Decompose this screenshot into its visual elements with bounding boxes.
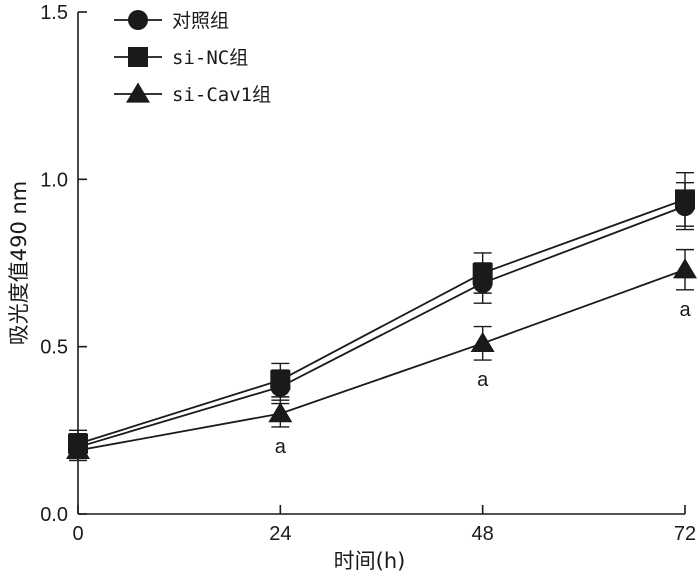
x-tick-label: 0	[72, 523, 83, 545]
x-axis: 0 24 48 72	[72, 505, 696, 545]
legend: 对照组 si-NC组 si-Cav1组	[114, 10, 271, 106]
legend-item-2: si-NC组	[114, 47, 248, 69]
y-tick-label: 1.0	[40, 169, 68, 191]
y-axis-title: 吸光度值490 nm	[7, 181, 31, 346]
significance-label: a	[275, 436, 287, 458]
triangle-marker	[268, 402, 293, 423]
circle-marker	[128, 10, 148, 30]
legend-label: 对照组	[172, 10, 229, 32]
legend-label: si-Cav1组	[172, 84, 271, 106]
y-tick-label: 0.5	[40, 337, 68, 359]
triangle-marker	[470, 331, 495, 352]
y-ticks: 0.0 0.5 1.0 1.5	[40, 2, 87, 526]
legend-item-1: 对照组	[114, 10, 229, 32]
series-2	[68, 171, 695, 458]
x-tick-label: 72	[674, 523, 696, 545]
triangle-marker	[673, 258, 697, 279]
plot-area: a a a	[66, 171, 697, 462]
square-marker	[270, 370, 291, 391]
legend-label: si-NC组	[172, 47, 248, 69]
y-tick-label: 0.0	[40, 504, 68, 526]
series-line	[77, 198, 686, 445]
legend-item-3: si-Cav1组	[114, 82, 271, 106]
triangle-marker	[66, 438, 90, 460]
y-tick-label: 1.5	[40, 2, 68, 24]
significance-label: a	[477, 369, 489, 391]
x-axis-title: 时间(h)	[334, 549, 406, 573]
x-tick-label: 48	[472, 523, 494, 545]
square-marker	[675, 189, 695, 210]
series-1	[68, 181, 695, 462]
triangle-marker	[126, 82, 150, 103]
x-tick-label: 24	[269, 523, 291, 545]
square-marker	[472, 263, 493, 284]
significance-label: a	[679, 299, 691, 321]
series-line	[77, 268, 686, 452]
series-line	[77, 205, 686, 448]
square-marker	[128, 47, 148, 67]
x-ticks: 0 24 48 72	[72, 505, 696, 545]
series-3	[66, 248, 697, 462]
